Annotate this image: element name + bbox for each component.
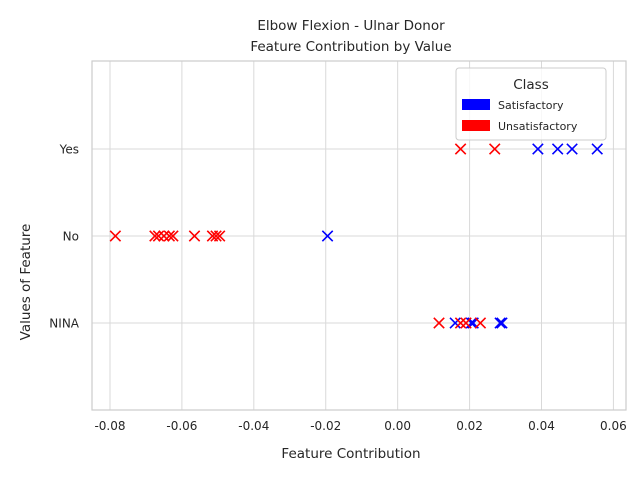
data-point-satisfactory bbox=[591, 143, 603, 155]
legend-title: Class bbox=[513, 77, 549, 93]
legend-label-unsatisfactory: Unsatisfactory bbox=[498, 120, 578, 133]
legend: Class Satisfactory Unsatisfactory bbox=[455, 67, 607, 141]
data-point-unsatisfactory bbox=[454, 143, 467, 155]
data-point-unsatisfactory bbox=[167, 230, 179, 242]
x-tick-label: -0.08 bbox=[94, 419, 125, 433]
y-tick-label: Yes bbox=[59, 143, 79, 157]
legend-swatch-satisfactory bbox=[462, 99, 490, 110]
x-tick-label: -0.02 bbox=[310, 419, 341, 433]
data-point-satisfactory bbox=[551, 143, 564, 155]
data-point-unsatisfactory bbox=[460, 317, 472, 329]
x-tick-label: 0.06 bbox=[600, 419, 627, 433]
legend-swatch-unsatisfactory bbox=[462, 120, 490, 131]
data-point-satisfactory bbox=[449, 317, 461, 329]
x-tick-label: -0.06 bbox=[166, 419, 197, 433]
grid-lines bbox=[92, 61, 626, 410]
data-point-satisfactory bbox=[321, 230, 334, 242]
data-point-satisfactory bbox=[494, 317, 506, 329]
data-point-unsatisfactory bbox=[488, 143, 501, 155]
x-tick-label: 0.00 bbox=[384, 419, 411, 433]
data-point-satisfactory bbox=[566, 143, 578, 155]
chart-title: Elbow Flexion - Ulnar Donor bbox=[257, 18, 445, 34]
x-tick-label: 0.04 bbox=[528, 419, 555, 433]
data-point-unsatisfactory bbox=[474, 317, 487, 329]
y-axis-title: Values of Feature bbox=[18, 224, 34, 341]
data-point-unsatisfactory bbox=[454, 317, 467, 329]
data-point-satisfactory bbox=[532, 143, 544, 155]
data-point-unsatisfactory bbox=[152, 230, 165, 242]
data-point-unsatisfactory bbox=[213, 230, 226, 242]
x-tick-label: 0.02 bbox=[456, 419, 483, 433]
data-point-unsatisfactory bbox=[109, 230, 122, 242]
y-tick-labels: Yes No NINA bbox=[49, 143, 79, 331]
data-point-unsatisfactory bbox=[433, 317, 445, 329]
y-tick-label: NINA bbox=[49, 317, 79, 331]
plot-frame bbox=[91, 60, 627, 411]
data-point-unsatisfactory bbox=[163, 230, 176, 242]
data-point-unsatisfactory bbox=[188, 230, 201, 242]
data-point-satisfactory bbox=[465, 317, 478, 329]
x-axis-title: Feature Contribution bbox=[281, 446, 420, 462]
data-point-satisfactory bbox=[496, 317, 508, 329]
data-point-unsatisfactory bbox=[149, 230, 161, 242]
y-tick-label: No bbox=[63, 230, 79, 244]
data-point-unsatisfactory bbox=[158, 230, 170, 242]
x-tick-label: -0.04 bbox=[238, 419, 269, 433]
legend-label-satisfactory: Satisfactory bbox=[498, 99, 564, 112]
data-point-unsatisfactory bbox=[210, 230, 222, 242]
legend-box bbox=[455, 67, 607, 141]
data-points bbox=[109, 143, 603, 329]
chart-subtitle: Feature Contribution by Value bbox=[250, 39, 451, 55]
x-tick-labels: -0.08 -0.06 -0.04 -0.02 0.00 0.02 0.04 0.06 bbox=[94, 419, 626, 433]
